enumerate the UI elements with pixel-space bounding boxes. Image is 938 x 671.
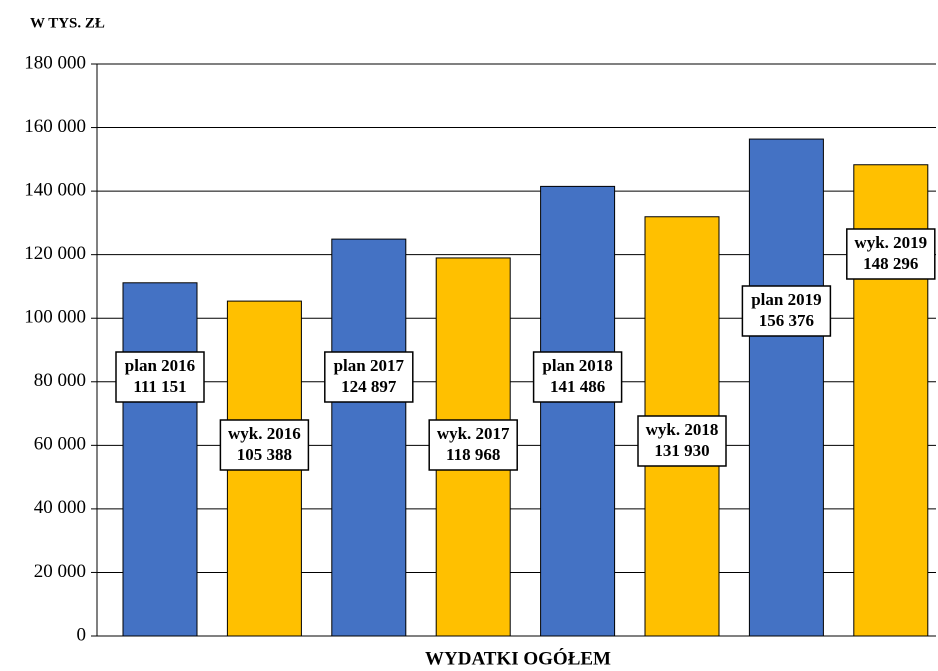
- category-label: wyk. 2018: [646, 420, 719, 439]
- bar: [540, 185, 616, 637]
- value-label: 141 486: [550, 377, 605, 396]
- value-label: 156 376: [759, 311, 814, 330]
- bar: [122, 282, 198, 637]
- label-box: [115, 351, 205, 403]
- y-tick-label: 100 000: [24, 307, 86, 328]
- label-box: [741, 285, 832, 337]
- bar: [748, 138, 824, 637]
- label-box: [637, 415, 727, 467]
- y-tick-label: 0: [77, 624, 87, 645]
- y-tick-label: 140 000: [24, 179, 86, 200]
- x-axis-title: WYDATKI OGÓŁEM: [425, 647, 611, 669]
- value-label: 148 296: [863, 254, 918, 273]
- value-label: 105 388: [237, 445, 292, 464]
- y-tick-label: 180 000: [24, 52, 86, 73]
- value-label: 111 151: [133, 377, 186, 396]
- label-box: [428, 419, 518, 471]
- y-axis-title: W TYS. ZŁ: [30, 15, 105, 31]
- value-label: 118 968: [446, 445, 500, 464]
- bar: [331, 238, 407, 637]
- y-tick-label: 60 000: [34, 434, 86, 455]
- category-label: plan 2018: [542, 356, 612, 375]
- label-box: [846, 228, 936, 280]
- label-box: [324, 351, 414, 403]
- value-label: 124 897: [341, 377, 397, 396]
- label-box: [532, 351, 623, 403]
- value-label: 131 930: [654, 441, 709, 460]
- category-label: wyk. 2016: [228, 424, 301, 443]
- y-tick-label: 120 000: [24, 243, 86, 264]
- y-tick-label: 20 000: [34, 561, 86, 582]
- y-tick-label: 80 000: [34, 370, 86, 391]
- y-tick-label: 40 000: [34, 497, 86, 518]
- category-label: plan 2017: [334, 356, 405, 375]
- category-label: wyk. 2017: [437, 424, 510, 443]
- category-label: wyk. 2019: [854, 233, 927, 252]
- y-tick-label: 160 000: [24, 116, 86, 137]
- category-label: plan 2016: [125, 356, 195, 375]
- category-label: plan 2019: [751, 290, 821, 309]
- label-box: [219, 419, 310, 471]
